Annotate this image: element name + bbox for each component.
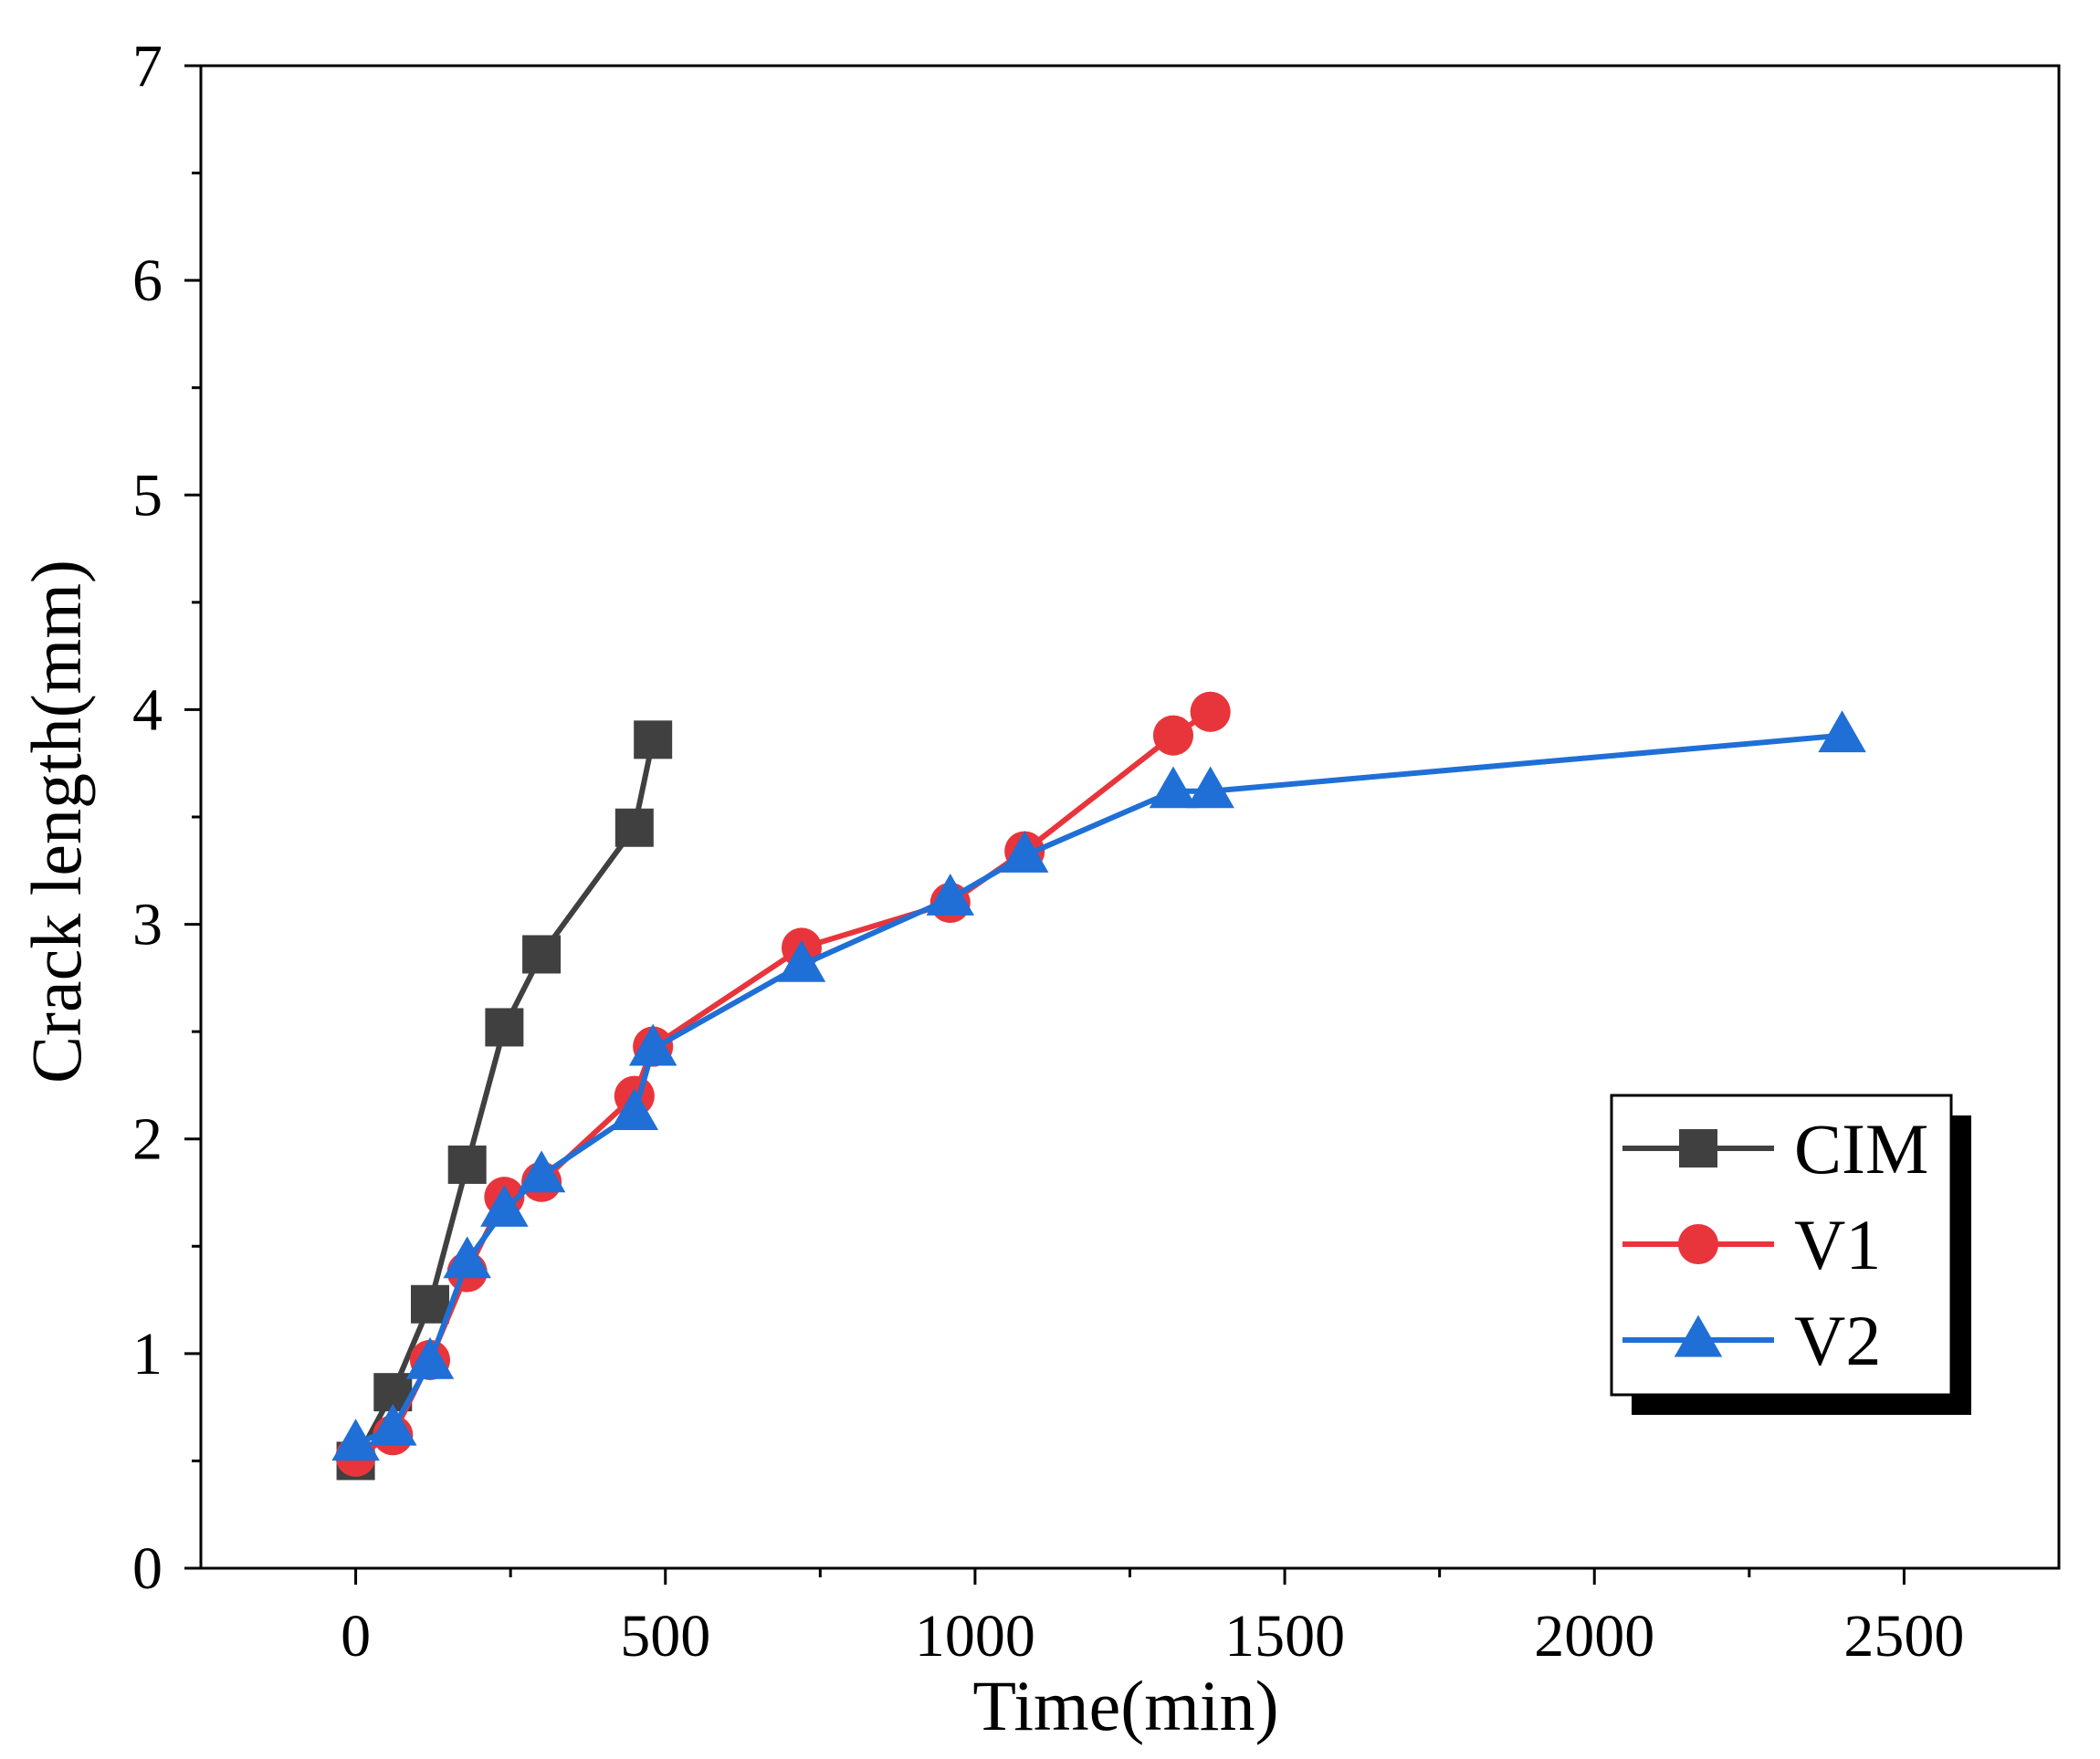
- data-point-v2: [443, 1236, 491, 1279]
- legend-marker-cim: [1679, 1129, 1717, 1167]
- data-point-v1: [1190, 691, 1231, 732]
- series-cim: [336, 720, 673, 1481]
- series-v1: [335, 691, 1231, 1477]
- data-point-v2: [610, 1088, 659, 1131]
- x-tick-label: 500: [620, 1603, 710, 1670]
- data-point-cim: [614, 808, 654, 847]
- legend-label-cim: CIM: [1794, 1109, 1928, 1188]
- data-point-cim: [522, 935, 562, 974]
- data-point-v2: [1000, 830, 1049, 873]
- data-point-v2: [480, 1184, 529, 1227]
- legend-item-cim: CIM: [1622, 1109, 1928, 1188]
- y-axis-title: Crack length(mm): [16, 560, 96, 1084]
- data-point-v2: [1149, 766, 1198, 809]
- x-tick-label: 0: [341, 1603, 371, 1670]
- data-point-v2: [1818, 710, 1866, 753]
- series-layer: [331, 691, 1866, 1481]
- data-point-cim: [634, 720, 673, 759]
- series-line-cim: [352, 738, 656, 1462]
- y-tick-label: 4: [132, 676, 163, 743]
- data-point-v2: [517, 1150, 566, 1193]
- tick-layer: 0 500 1000 1500 2000 2500 0 1 2 3 4 5 6 7: [132, 33, 1964, 1670]
- data-point-cim: [447, 1145, 487, 1184]
- data-point-v2: [1186, 766, 1234, 809]
- y-tick-label: 3: [132, 892, 163, 958]
- data-point-v2: [331, 1419, 380, 1461]
- data-point-v2: [777, 939, 826, 982]
- x-tick-label: 2500: [1843, 1603, 1964, 1670]
- data-point-v2: [628, 1023, 677, 1066]
- y-tick-label: 1: [132, 1321, 163, 1387]
- x-tick-label: 2000: [1534, 1603, 1654, 1670]
- series-line-v2: [354, 732, 1843, 1447]
- data-point-cim: [485, 1008, 524, 1047]
- legend-label-v1: V1: [1794, 1205, 1881, 1284]
- data-point-v2: [369, 1403, 417, 1446]
- data-point-v2: [926, 874, 975, 916]
- y-tick-label: 6: [132, 247, 163, 314]
- y-tick-label: 0: [132, 1535, 163, 1602]
- legend-item-v2: V2: [1622, 1301, 1881, 1380]
- series-line-v1: [354, 709, 1213, 1460]
- legend-item-v1: V1: [1622, 1205, 1881, 1284]
- data-point-v1: [1152, 715, 1194, 756]
- x-axis-title: Time(min): [972, 1666, 1278, 1745]
- legend-marker-v1: [1677, 1223, 1719, 1265]
- legend-label-v2: V2: [1794, 1301, 1881, 1380]
- x-tick-label: 1000: [915, 1603, 1035, 1670]
- y-tick-label: 7: [132, 33, 163, 99]
- x-tick-label: 1500: [1224, 1603, 1345, 1670]
- legend: CIM V1 V2: [1610, 1094, 1971, 1415]
- data-point-v2: [405, 1336, 455, 1379]
- legend-marker-v2: [1674, 1314, 1723, 1357]
- data-point-cim: [410, 1284, 449, 1324]
- y-tick-label: 5: [132, 462, 163, 529]
- series-v2: [331, 710, 1866, 1461]
- y-tick-label: 2: [132, 1106, 163, 1173]
